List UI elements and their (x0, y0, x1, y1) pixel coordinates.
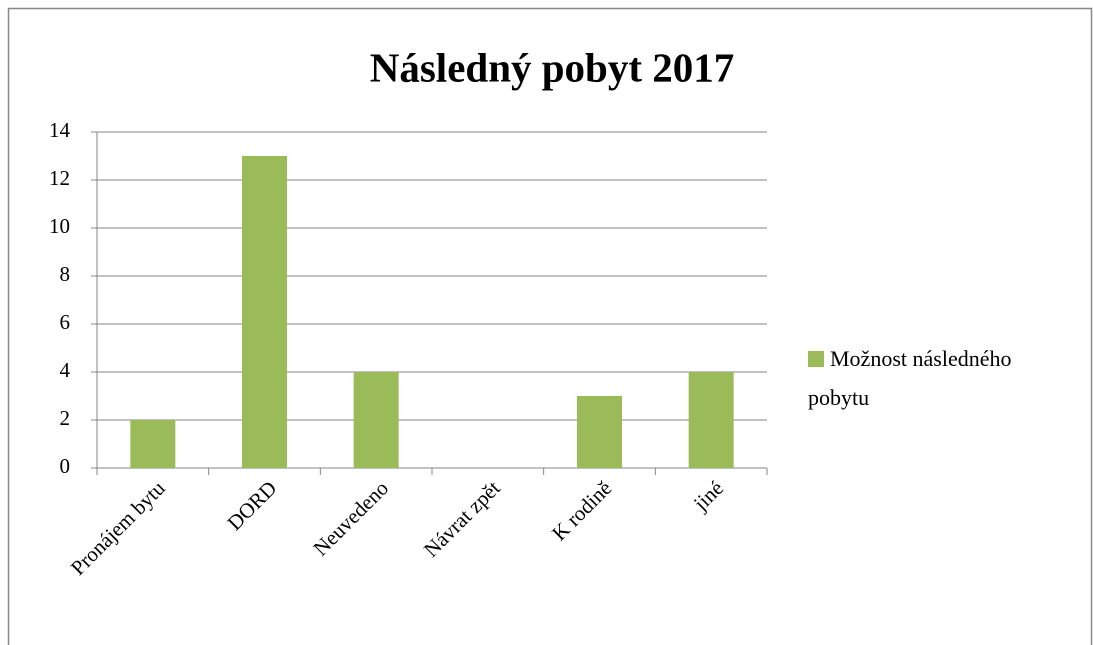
x-tick-label: Návrat zpět (419, 476, 505, 562)
x-tick-label: Neuvedeno (309, 476, 394, 561)
y-tick-label: 14 (49, 118, 71, 142)
bar (242, 156, 287, 468)
x-tick-label: jiné (688, 476, 728, 516)
y-tick-label: 6 (60, 310, 71, 334)
bar (688, 372, 734, 468)
x-tick-label: K rodině (547, 476, 616, 545)
y-tick-label: 10 (49, 214, 70, 238)
y-tick-label: 8 (60, 262, 71, 286)
y-tick-label: 0 (60, 454, 71, 478)
x-tick-label: DORD (222, 476, 281, 535)
bar (353, 372, 399, 468)
y-tick-label: 12 (49, 166, 70, 190)
legend: Možnost následného pobytu (808, 339, 1078, 417)
legend-label: Možnost následného pobytu (808, 346, 1012, 410)
bar (577, 396, 622, 468)
y-tick-label: 4 (60, 358, 71, 382)
chart-frame (7, 7, 1093, 645)
chart-title: Následný pobyt 2017 (370, 44, 735, 90)
legend-swatch (808, 351, 824, 367)
bar (130, 420, 176, 468)
y-tick-label: 2 (60, 406, 71, 430)
x-tick-label: Pronájem bytu (66, 476, 170, 580)
